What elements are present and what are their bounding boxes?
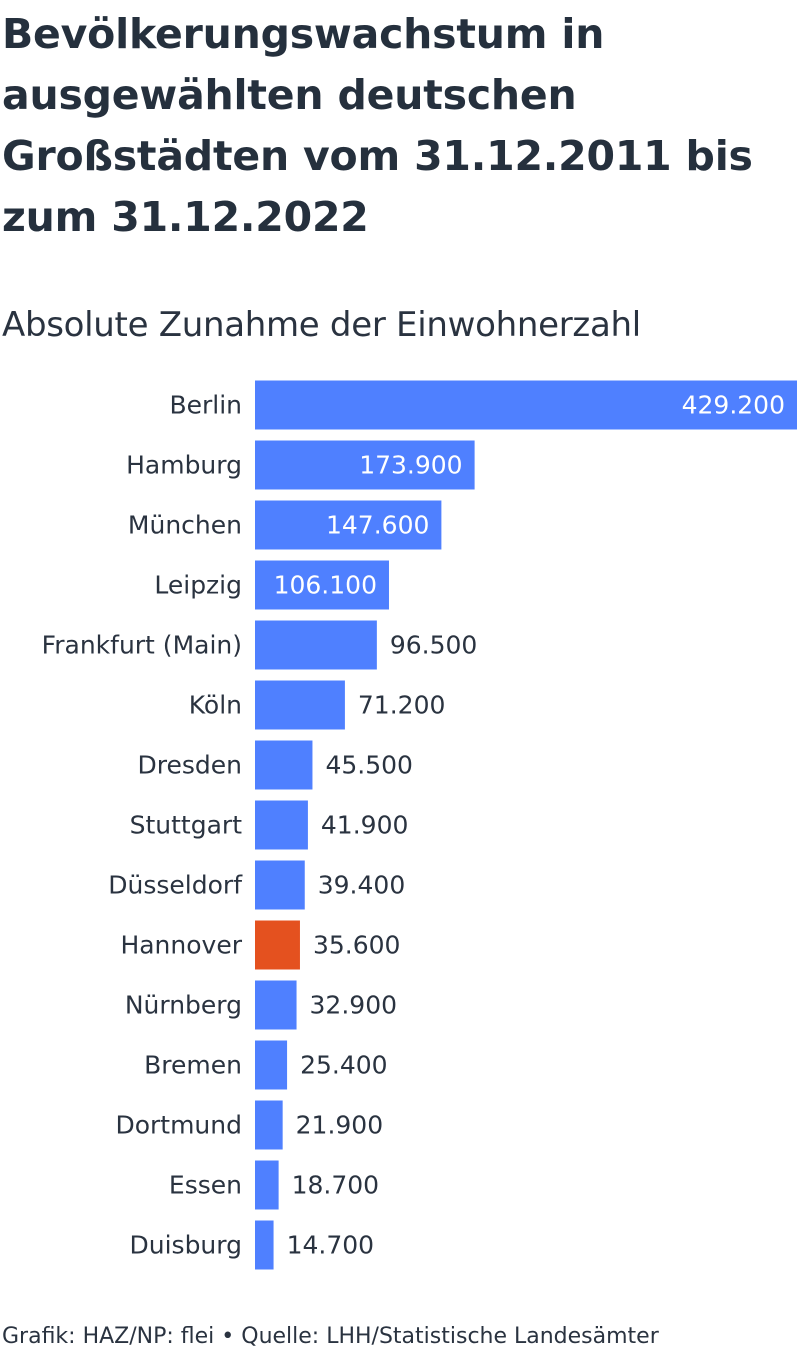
chart-subtitle: Absolute Zunahme der Einwohnerzahl <box>2 305 641 345</box>
value-label: 35.600 <box>313 931 400 960</box>
bar-row: Leipzig 106.100 <box>154 560 389 610</box>
bar <box>255 1220 274 1270</box>
category-label: Dortmund <box>115 1111 242 1140</box>
bar-row: Dresden 45.500 <box>138 740 413 790</box>
value-label: 25.400 <box>300 1051 387 1080</box>
value-label: 39.400 <box>318 871 405 900</box>
bar <box>255 740 313 790</box>
category-label: Düsseldorf <box>108 871 243 900</box>
bar-row: Düsseldorf 39.400 <box>108 860 405 910</box>
category-label: Duisburg <box>130 1231 243 1260</box>
value-label: 41.900 <box>321 811 408 840</box>
bar-row: Duisburg 14.700 <box>130 1220 374 1270</box>
category-label: München <box>128 511 242 540</box>
value-label: 71.200 <box>358 691 445 720</box>
bar <box>255 440 475 490</box>
bar-row: Dortmund 21.900 <box>115 1100 383 1150</box>
value-label: 429.200 <box>682 391 785 420</box>
value-label: 18.700 <box>292 1171 379 1200</box>
category-label: Dresden <box>138 751 242 780</box>
bar-row: Bremen 25.400 <box>144 1040 388 1090</box>
bar-row: Berlin 429.200 <box>169 380 797 430</box>
bar-row: Essen 18.700 <box>169 1160 379 1210</box>
category-label: Frankfurt (Main) <box>42 631 242 660</box>
value-label: 106.100 <box>274 571 377 600</box>
bar-row: Stuttgart 41.900 <box>130 800 408 850</box>
bar <box>255 1160 279 1210</box>
category-label: Hamburg <box>126 451 242 480</box>
bar-row: Köln 71.200 <box>189 680 445 730</box>
bar <box>255 620 377 670</box>
value-label: 14.700 <box>287 1231 374 1260</box>
bar <box>255 1040 288 1090</box>
category-label: Leipzig <box>154 571 242 600</box>
category-label: Köln <box>189 691 242 720</box>
bar-highlighted <box>255 920 300 970</box>
category-label: Nürnberg <box>125 991 242 1020</box>
bar-row: Hannover 35.600 <box>120 920 400 970</box>
bar-row: Nürnberg 32.900 <box>125 980 397 1030</box>
chart-title: Bevölkerungswachstum in ausgewählten deu… <box>2 10 753 241</box>
value-label: 21.900 <box>296 1111 383 1140</box>
category-label: Essen <box>169 1171 242 1200</box>
bar <box>255 500 442 550</box>
value-label: 45.500 <box>325 751 412 780</box>
category-label: Bremen <box>144 1051 242 1080</box>
bar <box>255 380 797 430</box>
bar <box>255 980 297 1030</box>
value-label: 173.900 <box>359 451 462 480</box>
category-label: Stuttgart <box>130 811 243 840</box>
bar-row: Hamburg 173.900 <box>126 440 475 490</box>
bar <box>255 800 308 850</box>
value-label: 32.900 <box>310 991 397 1020</box>
category-label: Berlin <box>169 391 242 420</box>
bar-chart: Berlin 429.200 Hamburg 173.900 München 147.60… <box>42 380 797 1270</box>
category-label: Hannover <box>120 931 242 960</box>
bar <box>255 1100 283 1150</box>
source-footer: Grafik: HAZ/NP: flei • Quelle: LHH/Stati… <box>2 1324 659 1349</box>
bar <box>255 860 305 910</box>
bar-row: Frankfurt (Main) 96.500 <box>42 620 477 670</box>
bar <box>255 560 389 610</box>
value-label: 96.500 <box>390 631 477 660</box>
bar-row: München 147.600 <box>128 500 442 550</box>
value-label: 147.600 <box>326 511 429 540</box>
bar <box>255 680 345 730</box>
